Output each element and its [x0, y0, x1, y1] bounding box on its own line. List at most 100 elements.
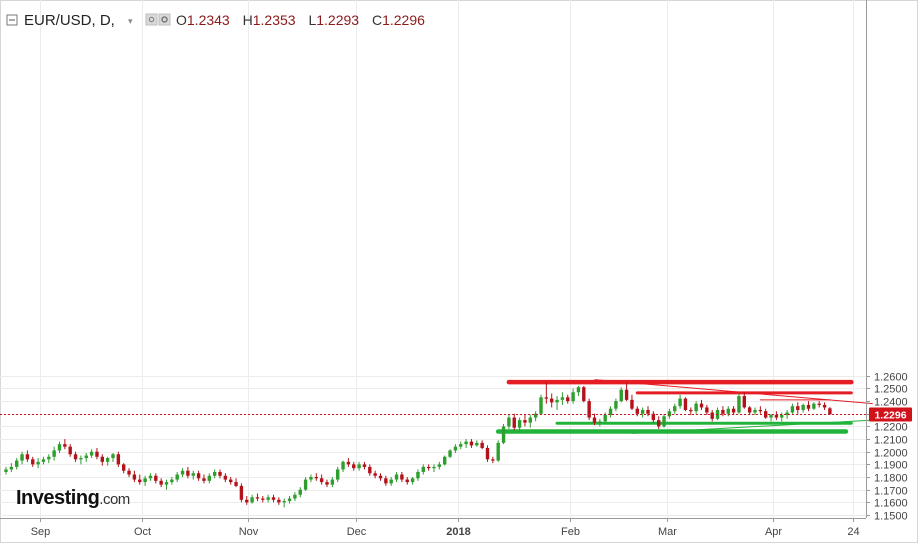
y-tick-label: 1.1600: [874, 498, 908, 510]
candle-body: [705, 407, 709, 413]
candle-body: [95, 451, 99, 457]
candle-body: [36, 461, 40, 465]
candle-body: [507, 417, 511, 427]
time-axis: Sep Oct Nov Dec 2018 Feb Mar Apr 24: [31, 518, 860, 538]
candle-body: [726, 408, 730, 414]
candle-body: [426, 466, 431, 469]
candle-body: [469, 441, 474, 446]
candle-body: [571, 392, 575, 402]
candle-body: [801, 404, 805, 410]
candle-body: [341, 461, 345, 470]
close-label: C: [372, 12, 382, 28]
candle-body: [234, 482, 238, 486]
candle-body: [432, 466, 436, 469]
x-tick-label: Feb: [561, 526, 580, 538]
candle-body: [598, 421, 602, 423]
candle-body: [352, 464, 356, 469]
candle-body: [550, 398, 554, 403]
candle-body: [742, 396, 746, 408]
candle-body: [646, 409, 650, 414]
candle-body: [699, 403, 704, 408]
y-tick-label: 1.1900: [874, 460, 908, 472]
candle-body: [47, 456, 51, 460]
candle-body: [25, 454, 30, 460]
gear-icon[interactable]: [158, 13, 171, 26]
candle-body: [271, 497, 276, 500]
candle-body: [608, 408, 613, 416]
y-tick-label: 1.1800: [874, 473, 908, 485]
x-tick-label: Dec: [347, 526, 367, 538]
candle-body: [539, 397, 543, 414]
candle-body: [453, 446, 458, 451]
candle-body: [52, 450, 56, 457]
candle-body: [336, 469, 340, 480]
candle-body: [105, 458, 110, 462]
x-tick-label: Mar: [658, 526, 677, 538]
y-tick-label: 1.2200: [874, 422, 908, 434]
y-tick-label: 1.2500: [874, 384, 908, 396]
candle-body: [533, 413, 538, 418]
candle-body: [806, 404, 811, 409]
candle-body: [250, 497, 254, 503]
candle-body: [421, 466, 425, 472]
candle-body: [437, 464, 442, 467]
candle-body: [394, 474, 399, 480]
candle-body: [662, 416, 666, 427]
candle-body: [57, 444, 62, 451]
logo-suffix: .com: [99, 491, 130, 508]
candle-body: [255, 497, 260, 499]
candle-body: [619, 389, 623, 402]
grid: [0, 0, 866, 518]
candle-body: [218, 471, 222, 476]
candle-body: [357, 464, 361, 469]
trend-line: [631, 419, 873, 434]
candle-body: [41, 459, 46, 462]
candle-body: [89, 451, 94, 456]
candle-body: [812, 403, 816, 409]
candle-body: [4, 469, 8, 472]
candle-body: [15, 460, 19, 467]
last-price-tag: 1.2296: [869, 407, 912, 422]
candle-body: [555, 399, 559, 403]
candle-body: [378, 475, 383, 479]
candle-body: [790, 406, 795, 413]
candle-body: [480, 442, 484, 448]
candle-body: [774, 415, 779, 418]
x-tick-label: Sep: [31, 526, 51, 538]
dropdown-caret-icon[interactable]: ▾: [128, 16, 133, 26]
candle-body: [202, 478, 206, 481]
candle-body: [443, 456, 447, 465]
candle-body: [592, 417, 597, 423]
trend-line: [594, 379, 873, 405]
candle-body: [416, 471, 420, 479]
candle-body: [528, 417, 532, 423]
candle-body: [122, 464, 126, 471]
high-label: H: [243, 12, 253, 28]
candle-body: [309, 477, 313, 480]
x-tick-label: 2018: [446, 526, 470, 538]
candle-body: [266, 497, 270, 500]
eye-icon[interactable]: [145, 13, 158, 26]
candle-body: [630, 399, 634, 409]
candle-body: [405, 479, 409, 483]
y-tick-label: 1.2600: [874, 372, 908, 384]
candle-body: [170, 479, 174, 483]
candle-body: [325, 482, 329, 485]
candle-body: [635, 408, 639, 414]
candle-body: [400, 474, 404, 480]
candle-body: [485, 447, 490, 460]
y-tick-label: 1.2400: [874, 397, 908, 409]
candle-body: [207, 475, 211, 481]
candle-body: [817, 403, 821, 405]
candle-body: [710, 412, 714, 419]
open-value: 1.2343: [187, 12, 230, 28]
candle-body: [384, 478, 388, 484]
low-value: 1.2293: [316, 12, 359, 28]
candle-body: [459, 444, 463, 447]
candle-body: [148, 475, 153, 479]
candle-body: [747, 407, 752, 413]
candle-body: [624, 389, 629, 400]
low-label: L: [308, 12, 316, 28]
